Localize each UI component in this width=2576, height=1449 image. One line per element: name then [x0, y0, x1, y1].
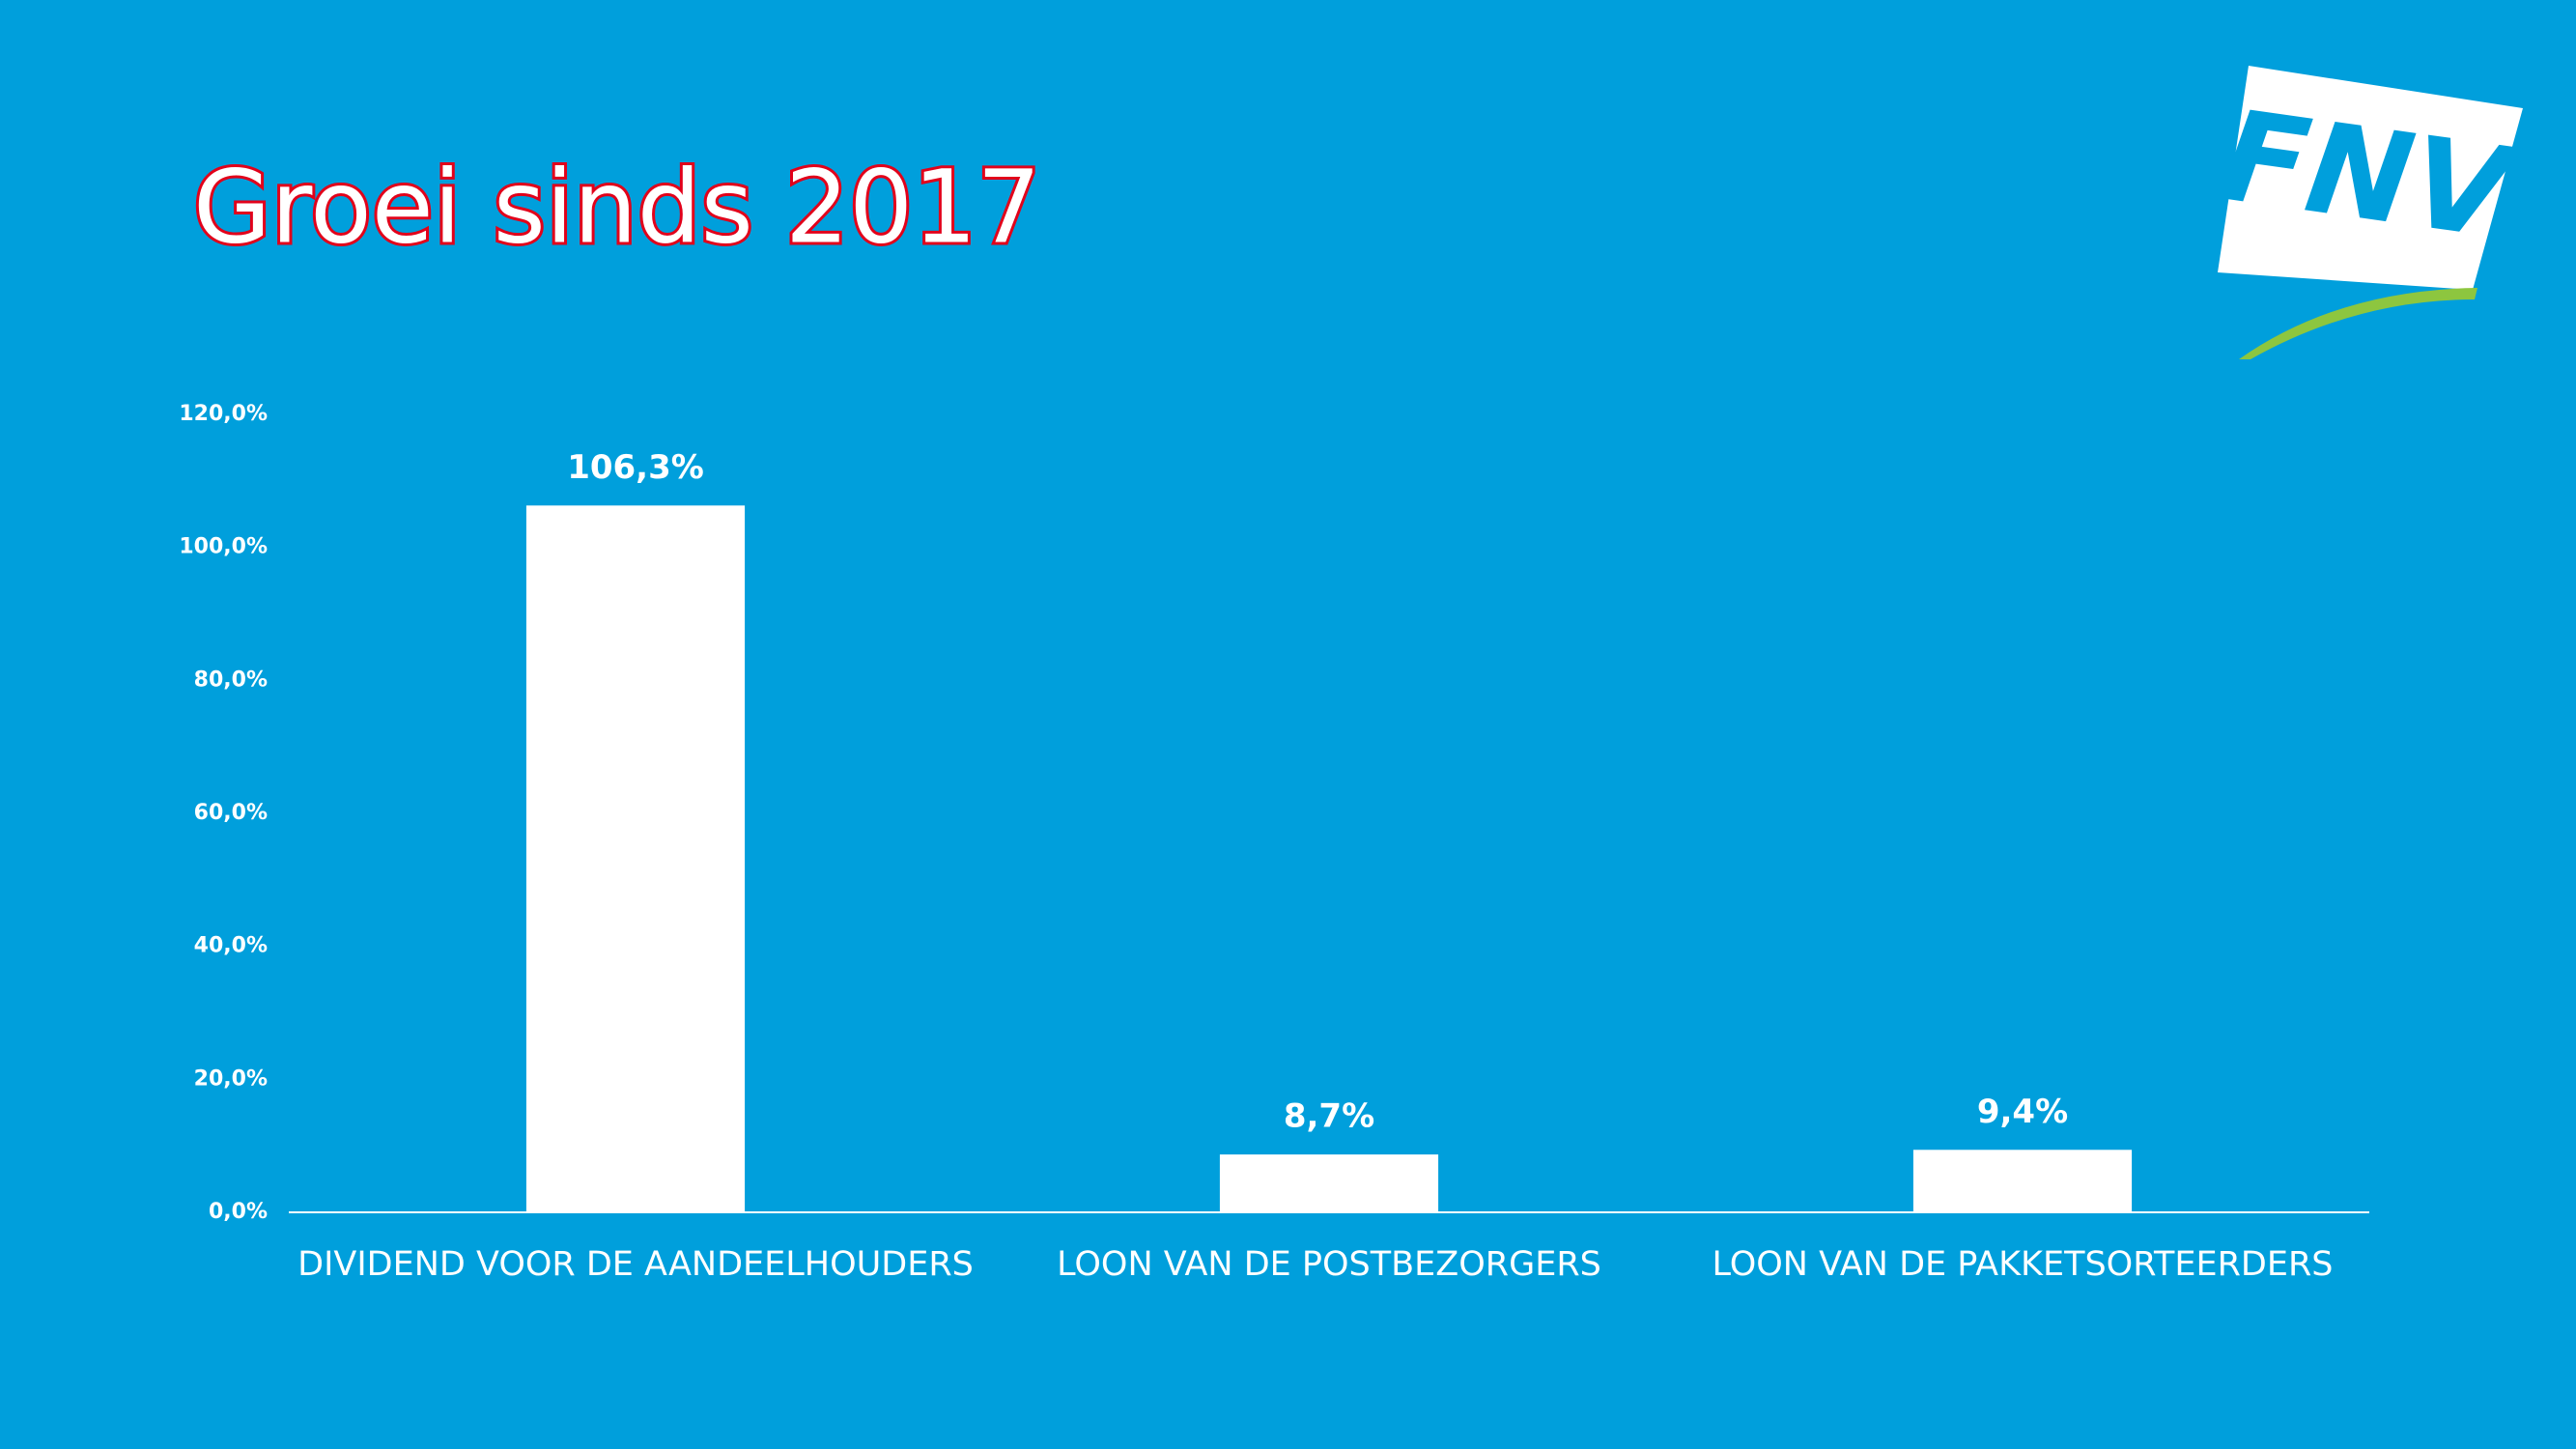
y-tick-label: 120,0%: [179, 402, 268, 426]
value-label: 106,3%: [567, 448, 704, 487]
y-tick-label: 20,0%: [194, 1066, 268, 1091]
chart-title: Groei sinds 2017: [193, 148, 1041, 266]
value-label: 9,4%: [1977, 1093, 2068, 1131]
y-tick-label: 0,0%: [209, 1200, 268, 1224]
y-tick-label: 80,0%: [194, 668, 268, 692]
logo: FNV: [2213, 66, 2528, 359]
x-tick-label: DIVIDEND VOOR DE AANDEELHOUDERS: [297, 1245, 974, 1284]
logo-card: [2218, 66, 2523, 290]
bar: [525, 505, 746, 1212]
x-tick-label: LOON VAN DE PAKKETSORTEERDERS: [1712, 1245, 2333, 1284]
bar: [1219, 1154, 1439, 1212]
y-tick-label: 100,0%: [179, 535, 268, 559]
y-tick-label: 60,0%: [194, 801, 268, 825]
logo-swoosh: [2239, 288, 2477, 359]
bar: [1912, 1150, 2133, 1212]
x-tick-label: LOON VAN DE POSTBEZORGERS: [1057, 1245, 1601, 1284]
y-tick-label: 40,0%: [194, 934, 268, 958]
value-label: 8,7%: [1284, 1097, 1374, 1136]
